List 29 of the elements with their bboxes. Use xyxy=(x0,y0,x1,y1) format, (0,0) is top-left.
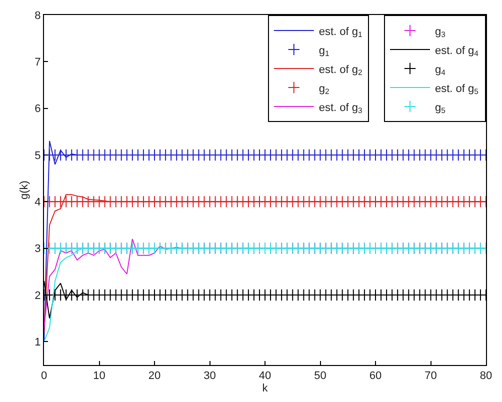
y-tick-label: 7 xyxy=(34,56,41,69)
x-tick-label: 10 xyxy=(93,370,106,382)
x-tick-label: 20 xyxy=(148,370,161,382)
y-tick-label: 6 xyxy=(34,103,41,116)
legend-label: g$_{2}$ xyxy=(318,82,330,96)
y-tick-label: 5 xyxy=(34,150,41,162)
x-tick-label: 70 xyxy=(424,370,437,382)
x-tick-label: 60 xyxy=(369,370,382,382)
x-tick-label: 50 xyxy=(314,370,326,382)
x-tick-label: 80 xyxy=(480,370,492,382)
legend-label: g$_{4}$ xyxy=(435,64,446,78)
y-tick-label: 1 xyxy=(34,336,41,349)
legend-label: est. of g$_{3}$ xyxy=(318,102,362,116)
legend-label: est. of g$_{2}$ xyxy=(318,64,362,78)
x-tick-label: 30 xyxy=(204,370,216,382)
x-axis-title: k xyxy=(262,382,268,394)
x-tick-label: 40 xyxy=(258,370,272,382)
legend-label: est. of g$_{4}$ xyxy=(435,44,480,58)
legend-label: g$_{5}$ xyxy=(435,102,446,116)
legend-label: g$_{1}$ xyxy=(318,44,330,58)
legend-label: est. of g$_{5}$ xyxy=(435,82,478,96)
x-tick-label: 0 xyxy=(40,370,48,382)
legend-label: est. of g$_{1}$ xyxy=(318,26,362,40)
legend-label: g$_{3}$ xyxy=(435,26,446,40)
y-axis-title: g(k) xyxy=(18,180,30,200)
y-tick-label: 3 xyxy=(34,243,41,256)
y-tick-label: 8 xyxy=(34,10,41,22)
y-tick-label: 2 xyxy=(34,290,41,302)
y-tick-label: 4 xyxy=(34,196,41,209)
